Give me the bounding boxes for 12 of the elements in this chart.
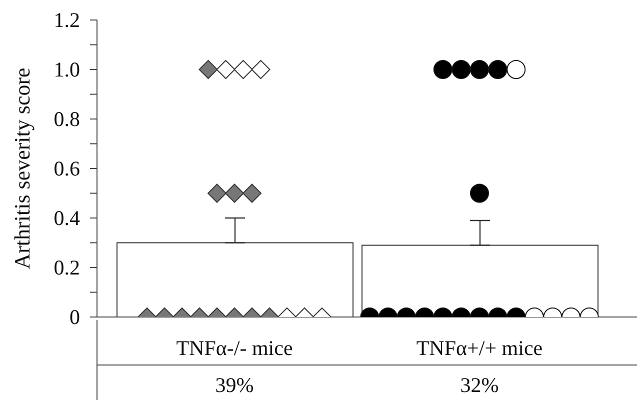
text: 39% [215,373,254,397]
y-tick-label: 0.2 [54,256,80,280]
y-tick-label: 0.4 [54,206,80,230]
y-tick-label: 1.0 [54,58,80,82]
y-axis-title: Arthritis severity score [10,68,34,270]
y-tick-label: 0 [70,305,80,329]
y-tick-label: 0.6 [54,156,80,180]
text: 32% [460,373,499,397]
y-tick-label: 1.2 [54,8,80,32]
x-tick-label: TNFα-/- mice [176,336,293,360]
x-tick-label: TNFα+/+ mice [416,336,543,360]
y-tick-label: 0.8 [54,107,80,131]
